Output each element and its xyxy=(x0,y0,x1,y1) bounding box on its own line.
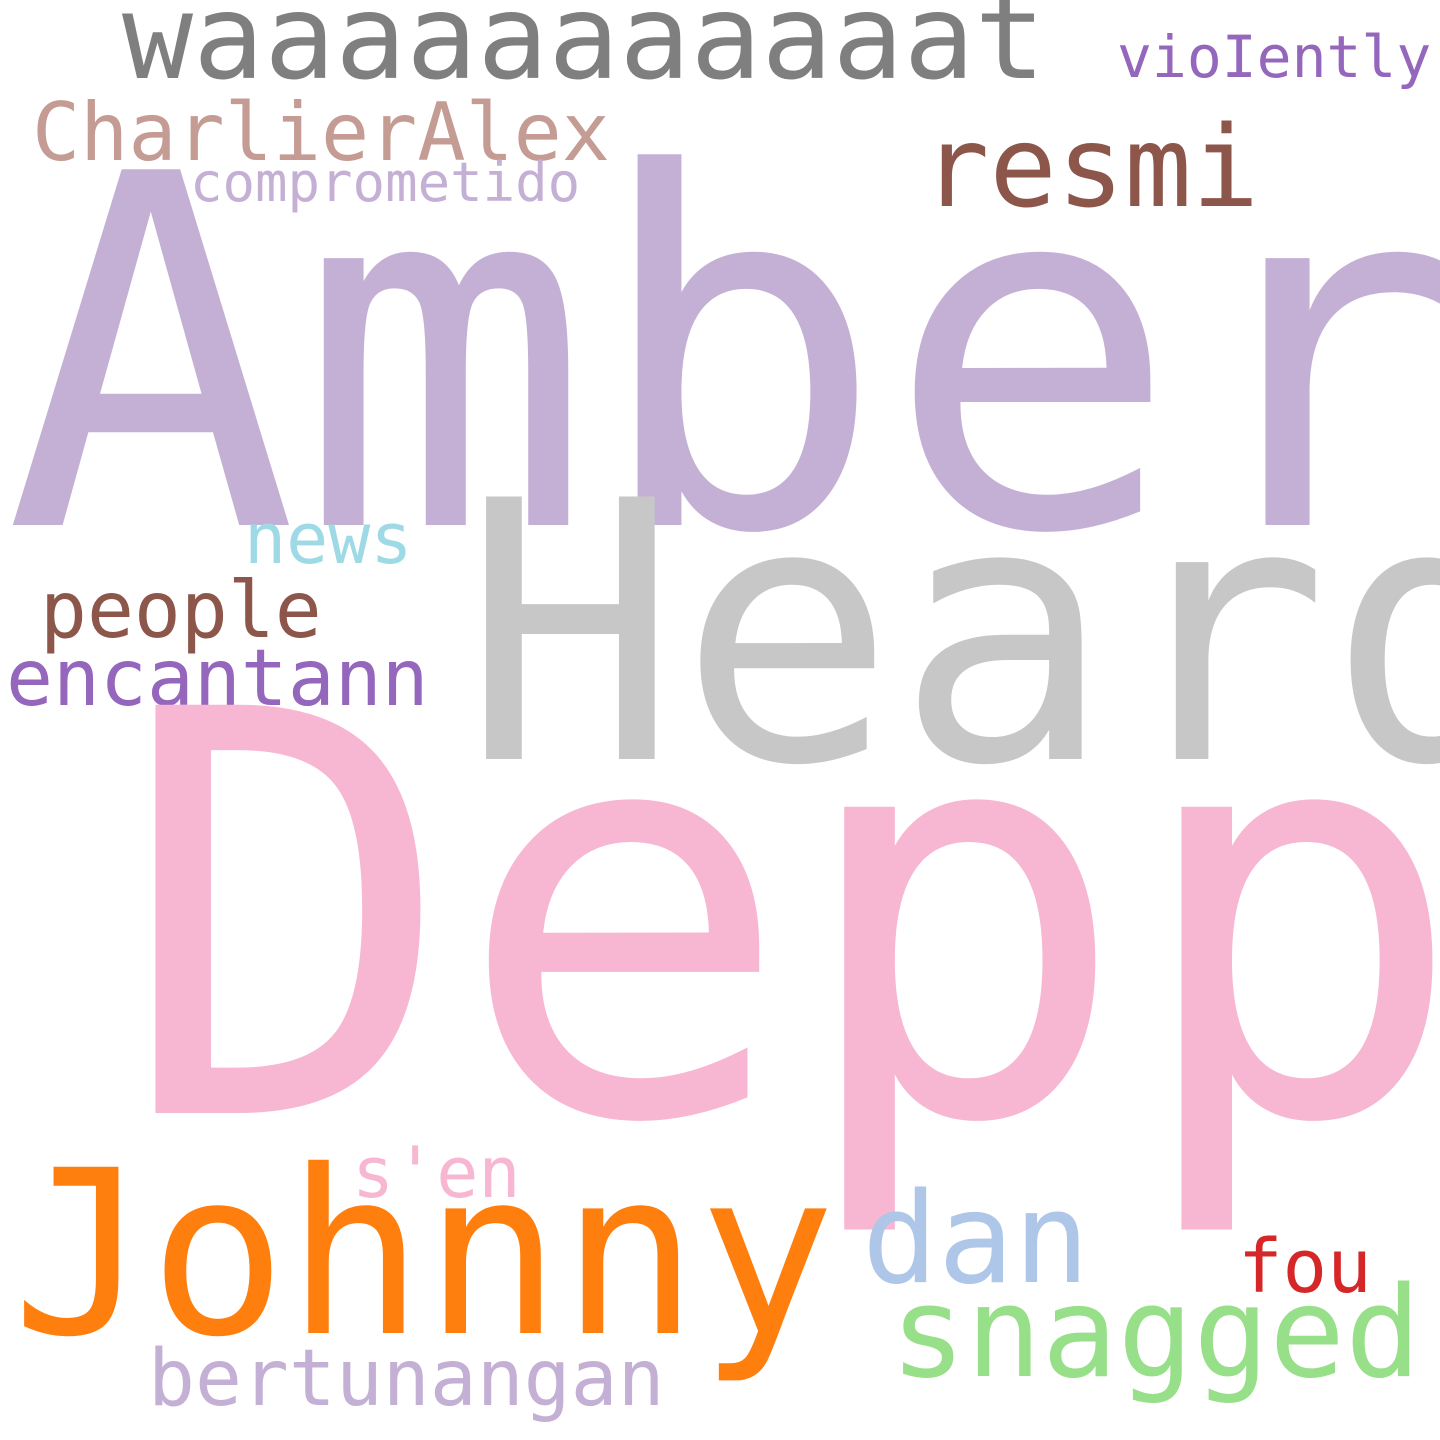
word-dan: dan xyxy=(862,1165,1090,1312)
word-johnny: Johnny xyxy=(12,1121,836,1387)
word-comprometido: comprometido xyxy=(190,151,581,214)
word-news: news xyxy=(244,498,413,580)
word-encantann: encantann xyxy=(6,634,429,724)
word-depp: Depp xyxy=(118,594,1440,1246)
word-snagged: snagged xyxy=(890,1259,1422,1406)
word-people: people xyxy=(40,566,322,656)
word-waaaaaaaaaaat: waaaaaaaaaaat xyxy=(122,0,1046,106)
word-violently: vioIently xyxy=(1117,23,1432,91)
word-fou: fou xyxy=(1238,1224,1372,1310)
word-resmi: resmi xyxy=(922,103,1260,233)
word-sen: s'en xyxy=(352,1132,521,1214)
word-charlieralex: CharlierAlex xyxy=(32,86,610,179)
word-amber: Amber xyxy=(4,73,1440,641)
word-heard: Heard xyxy=(462,425,1440,844)
word-bertunangan: bertunangan xyxy=(148,1334,665,1424)
